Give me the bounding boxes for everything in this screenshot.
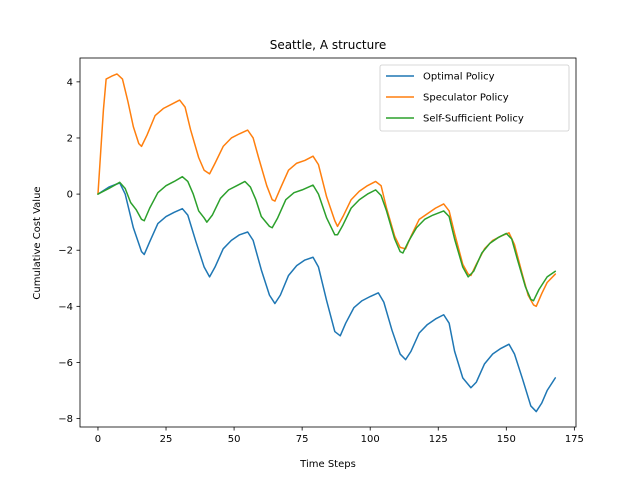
y-tick-label: 2 (67, 133, 73, 144)
y-axis: −8 −6 −4 −2 0 2 4 (58, 77, 80, 425)
legend: Optimal Policy Speculator Policy Self-Suff… (379, 64, 570, 132)
legend-label-0: Optimal Policy (423, 72, 495, 83)
y-tick-label: −6 (58, 358, 73, 369)
y-tick-label: 4 (67, 77, 73, 88)
series-line-2 (97, 175, 557, 302)
y-tick-label: −4 (58, 302, 73, 313)
chart-title: Seattle, A structure (270, 38, 387, 52)
x-tick-label: 100 (361, 434, 380, 445)
y-tick-label: −2 (58, 246, 73, 257)
x-tick-label: 175 (565, 434, 584, 445)
y-tick-label: −8 (58, 414, 73, 425)
series-line-0 (97, 182, 557, 413)
x-axis: 0 25 50 75 100 125 150 175 (95, 427, 584, 445)
legend-box (379, 64, 570, 132)
x-tick-label: 125 (429, 434, 448, 445)
x-tick-label: 50 (228, 434, 241, 445)
y-axis-label: Cumulative Cost Value (32, 186, 43, 299)
plot-area (97, 73, 557, 413)
x-axis-label: Time Steps (299, 459, 356, 470)
x-tick-label: 75 (296, 434, 309, 445)
x-tick-label: 0 (95, 434, 101, 445)
legend-label-1: Speculator Policy (423, 93, 509, 104)
x-tick-label: 150 (497, 434, 516, 445)
x-tick-label: 25 (160, 434, 173, 445)
legend-label-2: Self-Sufficient Policy (423, 114, 524, 125)
axes-frame (79, 57, 577, 428)
y-tick-label: 0 (67, 190, 73, 201)
